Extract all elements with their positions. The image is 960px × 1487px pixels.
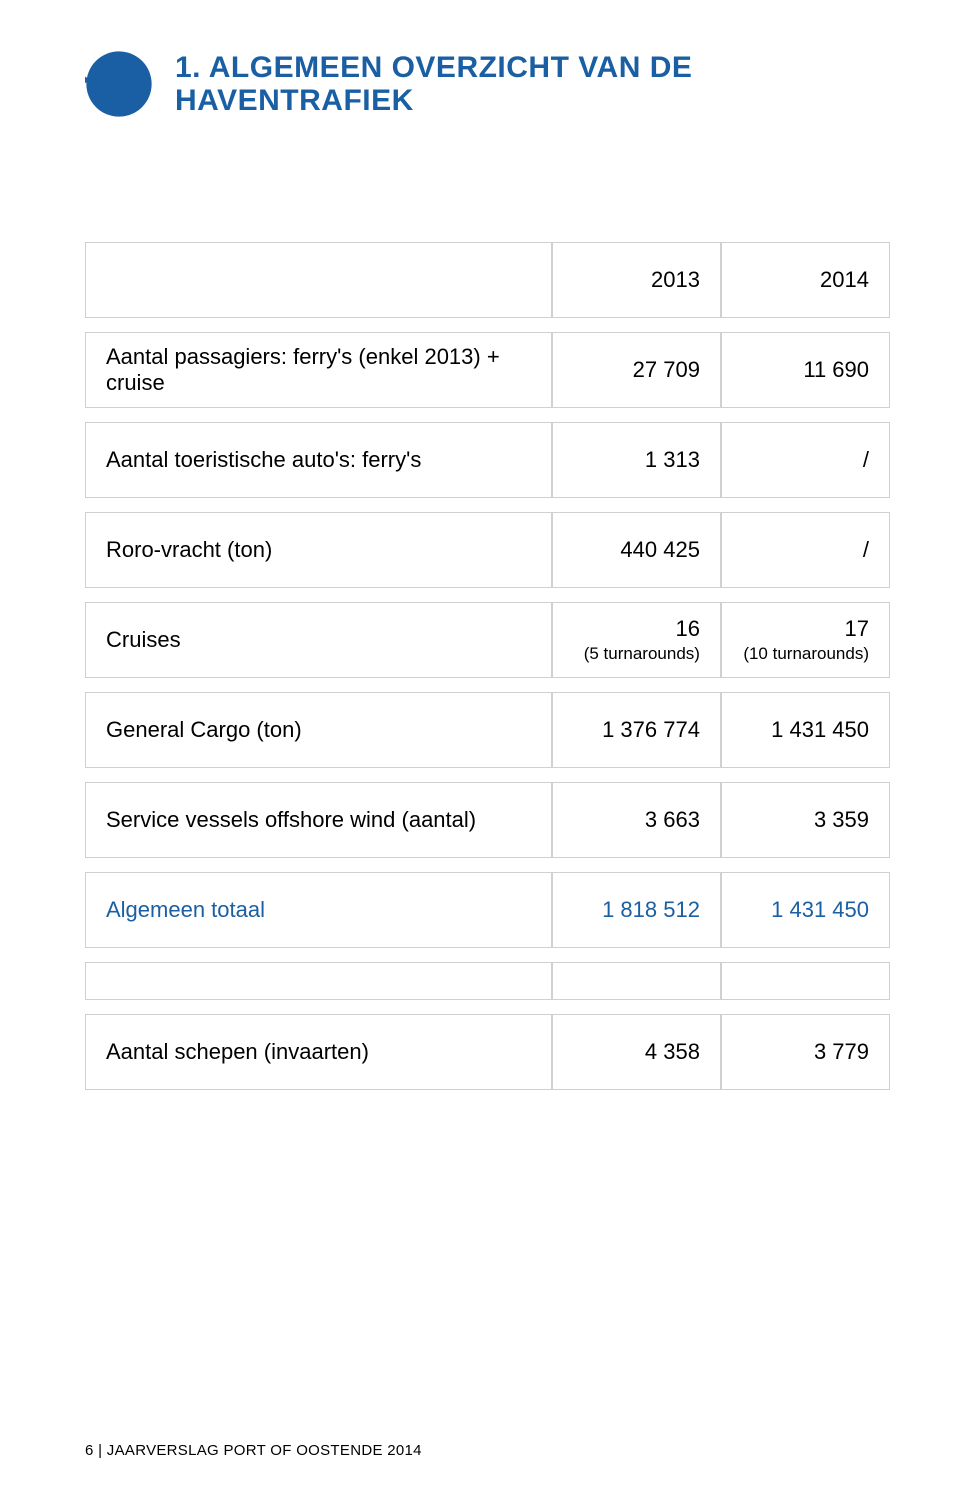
row-value-cell: 1 431 450 bbox=[721, 692, 890, 768]
page-footer: 6 | JAARVERSLAG PORT OF OOSTENDE 2014 bbox=[85, 1442, 422, 1459]
row-value-cell: 1 431 450 bbox=[721, 872, 890, 948]
row-label: General Cargo (ton) bbox=[106, 717, 531, 743]
row-value-cell: / bbox=[721, 422, 890, 498]
row-label-cell: Service vessels offshore wind (aantal) bbox=[85, 782, 552, 858]
row-value-cell: 3 359 bbox=[721, 782, 890, 858]
row-value-cell: 27 709 bbox=[552, 332, 721, 408]
doc-title: JAARVERSLAG PORT OF OOSTENDE 2014 bbox=[107, 1442, 422, 1459]
row-value: 1 431 450 bbox=[742, 717, 869, 743]
table-row bbox=[85, 962, 890, 1000]
page-header: 1. ALGEMEEN OVERZICHT VAN DE HAVENTRAFIE… bbox=[85, 50, 890, 118]
row-value: 27 709 bbox=[573, 357, 700, 383]
row-value: 16 bbox=[573, 616, 700, 642]
row-value-cell bbox=[721, 962, 890, 1000]
row-label: Aantal schepen (invaarten) bbox=[106, 1039, 531, 1065]
row-value-cell: 17(10 turnarounds) bbox=[721, 602, 890, 678]
row-label-cell: Aantal toeristische auto's: ferry's bbox=[85, 422, 552, 498]
row-value: / bbox=[742, 537, 869, 563]
row-value-cell: / bbox=[721, 512, 890, 588]
row-value: / bbox=[742, 447, 869, 473]
row-value-cell: 3 663 bbox=[552, 782, 721, 858]
header-blank-cell bbox=[85, 242, 552, 318]
row-value-cell: 4 358 bbox=[552, 1014, 721, 1090]
row-label-cell: Aantal passagiers: ferry's (enkel 2013) … bbox=[85, 332, 552, 408]
table-header-row: 2013 2014 bbox=[85, 242, 890, 318]
row-value: 4 358 bbox=[573, 1039, 700, 1065]
row-value: 3 779 bbox=[742, 1039, 869, 1065]
row-value-cell: 11 690 bbox=[721, 332, 890, 408]
row-label: Cruises bbox=[106, 627, 531, 653]
row-value-cell: 3 779 bbox=[721, 1014, 890, 1090]
page-title: 1. ALGEMEEN OVERZICHT VAN DE HAVENTRAFIE… bbox=[175, 51, 890, 117]
row-value-cell bbox=[552, 962, 721, 1000]
row-label: Service vessels offshore wind (aantal) bbox=[106, 807, 531, 833]
row-value-cell: 1 376 774 bbox=[552, 692, 721, 768]
row-value: 1 313 bbox=[573, 447, 700, 473]
row-label-cell: Algemeen totaal bbox=[85, 872, 552, 948]
brand-logo bbox=[85, 50, 153, 118]
table-row: Aantal schepen (invaarten) 4 358 3 779 bbox=[85, 1014, 890, 1090]
table-row: Cruises16(5 turnarounds)17(10 turnaround… bbox=[85, 602, 890, 678]
year-label: 2013 bbox=[573, 267, 700, 293]
row-label: Aantal passagiers: ferry's (enkel 2013) … bbox=[106, 344, 531, 396]
table-row: General Cargo (ton) 1 376 774 1 431 450 bbox=[85, 692, 890, 768]
row-value: 17 bbox=[742, 616, 869, 642]
row-value: 11 690 bbox=[742, 357, 869, 383]
row-value-cell: 16(5 turnarounds) bbox=[552, 602, 721, 678]
row-value: 1 431 450 bbox=[742, 897, 869, 923]
row-value: 1 818 512 bbox=[573, 897, 700, 923]
row-value: 440 425 bbox=[573, 537, 700, 563]
row-label-cell: General Cargo (ton) bbox=[85, 692, 552, 768]
header-year-cell: 2013 bbox=[552, 242, 721, 318]
year-label: 2014 bbox=[742, 267, 869, 293]
row-value-cell: 1 818 512 bbox=[552, 872, 721, 948]
row-label: Roro-vracht (ton) bbox=[106, 537, 531, 563]
row-value: 1 376 774 bbox=[573, 717, 700, 743]
row-value: 3 663 bbox=[573, 807, 700, 833]
footer-sep: | bbox=[94, 1442, 107, 1459]
row-value-sub: (10 turnarounds) bbox=[742, 644, 869, 664]
row-value-cell: 440 425 bbox=[552, 512, 721, 588]
row-label-cell: Cruises bbox=[85, 602, 552, 678]
row-value-sub: (5 turnarounds) bbox=[573, 644, 700, 664]
table-row: Aantal passagiers: ferry's (enkel 2013) … bbox=[85, 332, 890, 408]
table-row: Aantal toeristische auto's: ferry's 1 313… bbox=[85, 422, 890, 498]
row-value-cell: 1 313 bbox=[552, 422, 721, 498]
table-row: Algemeen totaal 1 818 512 1 431 450 bbox=[85, 872, 890, 948]
table-row: Roro-vracht (ton) 440 425 / bbox=[85, 512, 890, 588]
page-number: 6 bbox=[85, 1442, 94, 1459]
row-label: Aantal toeristische auto's: ferry's bbox=[106, 447, 531, 473]
row-label-cell bbox=[85, 962, 552, 1000]
traffic-overview-table: 2013 2014 Aantal passagiers: ferry's (enke… bbox=[85, 228, 890, 1104]
row-label: Algemeen totaal bbox=[106, 897, 531, 923]
row-value: 3 359 bbox=[742, 807, 869, 833]
row-label-cell: Aantal schepen (invaarten) bbox=[85, 1014, 552, 1090]
row-label-cell: Roro-vracht (ton) bbox=[85, 512, 552, 588]
header-year-cell: 2014 bbox=[721, 242, 890, 318]
table-row: Service vessels offshore wind (aantal) 3 … bbox=[85, 782, 890, 858]
